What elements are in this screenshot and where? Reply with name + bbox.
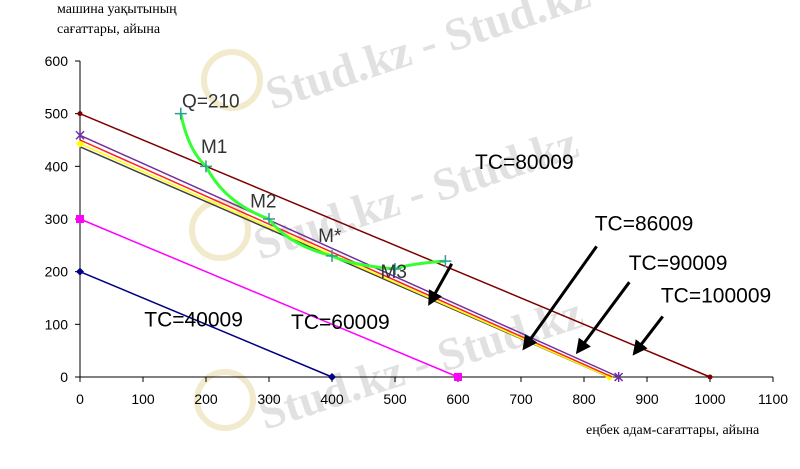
series-line [79, 218, 459, 378]
annotation-arrow [428, 263, 454, 306]
series-line [79, 112, 711, 378]
watermark-text: Stud.kz - Stud.kz [259, 0, 596, 120]
x-tick-label: 500 [383, 391, 407, 407]
annotation-label: TC=90009 [629, 252, 728, 275]
y-tick-label: 200 [45, 264, 69, 280]
annotation-label: M* [318, 226, 342, 247]
annotation-label: M3 [381, 262, 407, 283]
series-line [79, 270, 333, 378]
watermark-text: Stud.kz - Stud.kz [247, 117, 584, 270]
series-layer [75, 107, 713, 382]
x-tick-label: 300 [257, 391, 281, 407]
data-point [707, 374, 713, 380]
data-point [326, 249, 338, 262]
annotations-layer: Q=210 M1 M2 M* M3 TC=80009 TC=86009 TC=90009 TC=… [144, 91, 771, 334]
x-tick-label: 1000 [694, 391, 725, 407]
x-tick-label: 200 [194, 391, 218, 407]
y-tick-label: 300 [45, 211, 69, 227]
data-point [614, 372, 624, 382]
annotation-label: Q=210 [182, 91, 240, 112]
annotation-arrow [575, 281, 631, 355]
annotation-label: TC=40009 [144, 308, 243, 331]
annotation-label: M1 [201, 137, 227, 158]
annotation-label: TC=60009 [291, 311, 390, 334]
data-point [77, 111, 83, 117]
annotation-label: TC=86009 [595, 213, 694, 236]
watermark-logo [201, 49, 263, 111]
x-tick-label: 800 [572, 391, 596, 407]
y-tick-label: 500 [45, 106, 69, 122]
data-point [174, 107, 187, 120]
data-point [439, 255, 452, 268]
data-point [76, 267, 84, 276]
data-point [75, 130, 85, 141]
x-tick-label: 1100 [758, 391, 788, 407]
x-tick-label: 400 [320, 391, 344, 407]
y-tick-label: 0 [60, 369, 68, 385]
data-point [76, 215, 84, 223]
x-axis-label: еңбек адам-сағаттары, айына [586, 423, 760, 438]
x-tick-label: 0 [76, 391, 84, 407]
watermark-logo [194, 369, 256, 431]
annotation-label: TC=100009 [661, 285, 771, 308]
y-tick-label: 100 [45, 316, 69, 332]
data-point [263, 213, 275, 225]
y-tick-label: 400 [45, 158, 69, 174]
annotation-label: M2 [250, 191, 276, 212]
x-tick-label: 700 [509, 391, 533, 407]
y-tick-label: 600 [45, 53, 69, 69]
data-point [454, 373, 462, 381]
data-point [200, 160, 212, 173]
y-axis-label-line: сағаттары, айына [57, 22, 161, 37]
annotation-arrow [632, 315, 664, 356]
annotation-arrow [522, 245, 598, 351]
arrows-layer [428, 245, 664, 356]
x-tick-label: 900 [635, 391, 659, 407]
x-tick-label: 600 [446, 391, 470, 407]
data-point [389, 263, 401, 276]
watermark-text: Stud.kz - Stud.kz [252, 287, 589, 440]
x-tick-label: 100 [131, 391, 155, 407]
y-axis-label-line: машина уақытының [57, 2, 177, 17]
data-point [328, 373, 336, 381]
axes: 0 100 200 300 400 500 600 700 800 900 1000 1100 0 100… [45, 53, 789, 407]
annotation-label: TC=80009 [475, 151, 574, 174]
